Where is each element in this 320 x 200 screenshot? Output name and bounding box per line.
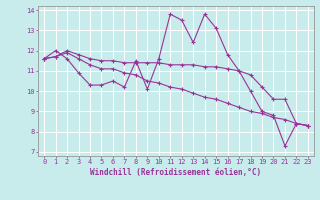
- X-axis label: Windchill (Refroidissement éolien,°C): Windchill (Refroidissement éolien,°C): [91, 168, 261, 177]
